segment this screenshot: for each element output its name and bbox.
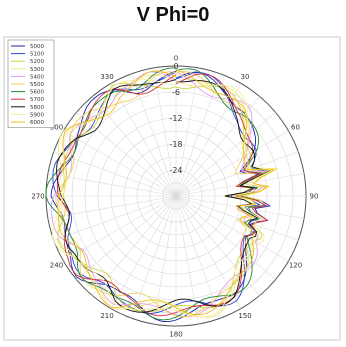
series-curves bbox=[45, 67, 279, 323]
grid-spoke bbox=[92, 195, 177, 296]
grid-spoke bbox=[175, 195, 289, 262]
chart-title: V Phi=0 bbox=[136, 4, 210, 26]
grid-spoke bbox=[175, 130, 289, 197]
angle-tick-label: 180 bbox=[169, 331, 182, 339]
angle-tick-label: 270 bbox=[31, 193, 44, 201]
angle-tick-label: 300 bbox=[50, 124, 63, 132]
legend-entry: 5700 bbox=[30, 97, 44, 103]
legend-entry: 5500 bbox=[30, 82, 44, 88]
grid-spoke bbox=[175, 195, 276, 280]
grid-spoke bbox=[175, 83, 242, 197]
grid-spoke bbox=[53, 195, 177, 241]
legend-entry: 5900 bbox=[30, 112, 44, 118]
series-line-5500 bbox=[55, 70, 267, 318]
grid-spoke bbox=[175, 73, 221, 197]
series-line-5600 bbox=[45, 67, 266, 321]
series-line-6000 bbox=[57, 69, 276, 316]
grid-spoke bbox=[175, 195, 299, 241]
legend-entry: 5800 bbox=[30, 105, 44, 111]
series-line-5800 bbox=[56, 79, 272, 313]
grid-spoke bbox=[76, 112, 177, 197]
angle-tick-labels: 0 30 60 90 120 150 180 210 240 270 300 330 bbox=[31, 55, 318, 339]
legend-entry: 6000 bbox=[30, 120, 44, 126]
angle-tick-label: 210 bbox=[100, 312, 113, 320]
radial-tick-labels: 0 -6 -12 -18 -24 bbox=[169, 62, 182, 175]
angle-tick-label: 330 bbox=[100, 73, 113, 81]
radial-tick-label: -18 bbox=[169, 140, 182, 149]
angle-tick-label: 30 bbox=[241, 73, 250, 81]
legend-entry: 5300 bbox=[30, 67, 44, 73]
grid-spoke bbox=[76, 195, 177, 280]
grid-spoke bbox=[153, 195, 177, 325]
grid-spoke bbox=[175, 67, 199, 197]
grid-spoke bbox=[175, 195, 260, 296]
legend-entry: 5000 bbox=[30, 44, 44, 50]
grid-spoke bbox=[153, 67, 177, 197]
radial-tick-label: 0 bbox=[173, 62, 178, 71]
grid-spoke bbox=[131, 195, 177, 319]
radial-tick-label: -6 bbox=[172, 88, 180, 97]
grid-spoke bbox=[175, 112, 276, 197]
grid-spoke bbox=[110, 195, 177, 309]
legend-entry: 5400 bbox=[30, 74, 44, 80]
angle-tick-label: 60 bbox=[291, 124, 300, 132]
angle-tick-label: 0 bbox=[174, 55, 178, 63]
legend-entry: 5600 bbox=[30, 90, 44, 96]
angle-tick-label: 240 bbox=[50, 262, 63, 270]
grid-spoke bbox=[175, 195, 221, 319]
grid-spoke bbox=[63, 130, 177, 197]
angle-tick-label: 90 bbox=[310, 193, 319, 201]
radial-tick-label: -12 bbox=[169, 114, 182, 123]
radial-tick-label: -24 bbox=[169, 166, 182, 175]
angle-tick-label: 150 bbox=[238, 312, 251, 320]
grid-spoke bbox=[47, 173, 177, 197]
series-line-5900 bbox=[51, 78, 274, 318]
legend-entry: 5100 bbox=[30, 52, 44, 58]
legend-entry: 5200 bbox=[30, 59, 44, 65]
angle-tick-label: 120 bbox=[289, 262, 302, 270]
grid-spoke bbox=[175, 195, 199, 325]
